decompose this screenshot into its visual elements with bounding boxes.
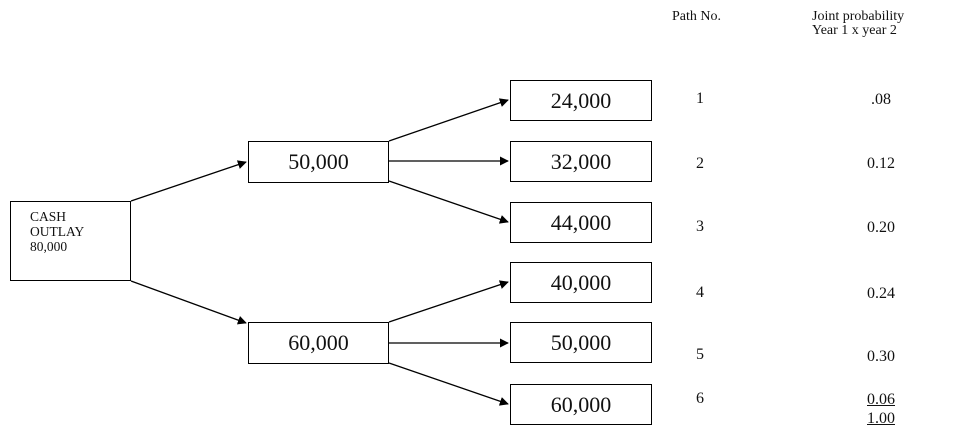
path-number-1: 1 [696,90,704,107]
year2-node-4: 40,000 [510,262,652,303]
cash-outlay-line2: OUTLAY [30,224,85,239]
arrow-50000-to-44000 [388,180,509,224]
path-number-6: 6 [696,390,704,407]
year1-node-2: 60,000 [248,322,389,364]
cash-outlay-amount: 80,000 [30,239,68,254]
joint-probability-1: .08 [871,91,891,108]
arrow-root-to-60000 [130,280,247,325]
year2-node-3: 44,000 [510,202,652,243]
path-no-header: Path No. [672,9,721,24]
joint-probability-2: 0.12 [867,155,895,172]
year2-node-5: 50,000 [510,322,652,363]
path-number-4: 4 [696,284,704,301]
joint-probability-3: 0.20 [867,219,895,236]
path-number-5: 5 [696,346,704,363]
arrow-60000-to-40000 [388,280,509,323]
year2-node-6: 60,000 [510,384,652,425]
joint-probability-6: 0.06 [867,391,895,408]
arrow-50000-to-24000 [388,98,509,142]
joint-probability-header-line1: Joint probability [812,9,905,24]
cash-outlay-line1: CASH [30,209,67,224]
year1-node-1: 50,000 [248,141,389,183]
joint-probability-header: Joint probability Year 1 x year 2 [812,10,904,38]
joint-probability-total: 1.00 [867,410,895,427]
joint-probability-5: 0.30 [867,348,895,365]
joint-probability-header-line2: Year 1 x year 2 [812,23,897,38]
year2-node-2: 32,000 [510,141,652,182]
year2-node-1: 24,000 [510,80,652,121]
joint-probability-4: 0.24 [867,285,895,302]
arrow-60000-to-60000 [388,362,509,406]
path-number-2: 2 [696,155,704,172]
cash-outlay-node: CASH OUTLAY 80,000 [10,201,131,281]
arrow-root-to-50000 [130,160,247,202]
path-number-3: 3 [696,218,704,235]
